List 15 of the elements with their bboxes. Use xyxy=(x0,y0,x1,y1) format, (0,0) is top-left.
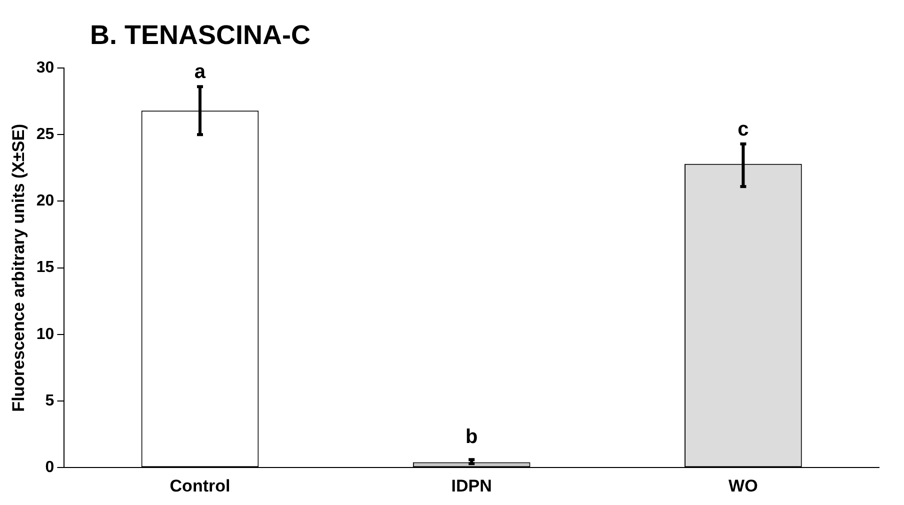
y-tick-label: 20 xyxy=(36,192,54,210)
y-tick-label: 5 xyxy=(45,392,54,410)
annotation: b xyxy=(465,426,478,448)
y-tick-label: 25 xyxy=(36,126,54,144)
y-tick-label: 15 xyxy=(36,259,54,276)
annotation: a xyxy=(194,61,206,84)
annotation: c xyxy=(738,118,749,140)
y-tick-label: 0 xyxy=(45,459,54,476)
x-tick-label: Control xyxy=(170,476,230,496)
x-tick-label: IDPN xyxy=(451,476,492,496)
chart-title: B. TENASCINA-C xyxy=(90,20,310,51)
y-axis-title: Fluorescence arbitrary units (X±SE) xyxy=(8,124,28,412)
y-tick-label: 10 xyxy=(36,326,54,343)
y-tick-label: 30 xyxy=(36,59,54,76)
x-tick-label: WO xyxy=(728,476,758,496)
